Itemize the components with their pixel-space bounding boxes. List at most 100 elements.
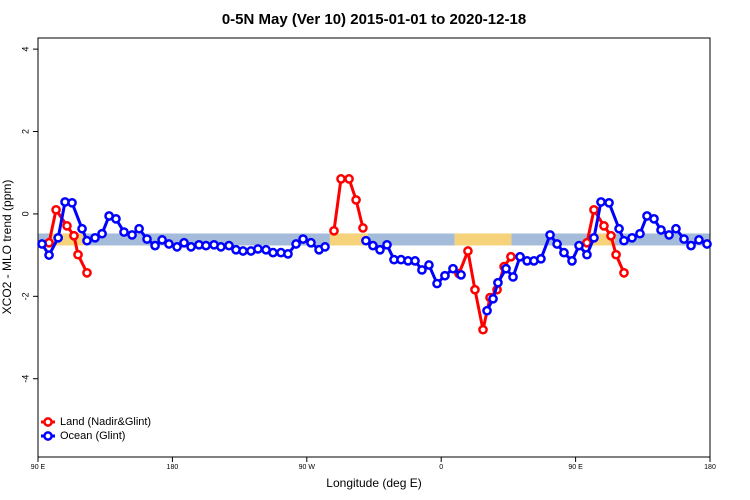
data-point: [589, 232, 599, 243]
data-point: [82, 235, 92, 246]
data-point: [611, 249, 621, 260]
data-point: [619, 235, 629, 246]
data-point: [69, 230, 79, 241]
chart-title: 0-5N May (Ver 10) 2015-01-01 to 2020-12-…: [222, 11, 526, 28]
legend-label: Ocean (Glint): [60, 430, 125, 442]
data-point: [694, 235, 704, 245]
y-tick-label: -2: [20, 292, 30, 300]
data-point: [417, 265, 427, 275]
x-tick-label: 180: [704, 464, 716, 471]
data-point: [329, 225, 339, 236]
series-line: [47, 177, 626, 331]
data-point: [686, 240, 696, 251]
data-point: [440, 270, 450, 281]
data-point: [559, 247, 569, 258]
data-point: [77, 223, 87, 234]
y-tick-label: 0: [20, 211, 30, 216]
data-point: [127, 230, 137, 240]
data-point: [320, 242, 330, 252]
data-point: [283, 249, 293, 259]
x-axis-label: Longitude (deg E): [326, 476, 421, 490]
legend-marker: [43, 417, 53, 427]
data-point: [536, 253, 546, 264]
data-point: [90, 232, 100, 243]
data-point: [424, 260, 434, 270]
data-point: [157, 235, 167, 245]
x-tick-label: 0: [439, 464, 443, 471]
y-axis-label: XCO2 - MLO trend (ppm): [0, 180, 14, 315]
data-point: [216, 242, 226, 252]
data-point: [488, 293, 498, 304]
x-tick-label: 90 E: [568, 464, 583, 471]
data-point: [37, 239, 47, 249]
data-point: [298, 234, 308, 244]
y-tick-label: 2: [20, 129, 30, 134]
data-point: [361, 235, 371, 246]
data-point: [635, 228, 645, 239]
data-point: [463, 246, 473, 256]
data-point: [142, 234, 152, 244]
data-point: [150, 240, 160, 251]
data-point: [344, 174, 354, 184]
data-point: [627, 232, 637, 243]
data-point: [614, 223, 624, 234]
band-segment: [329, 233, 369, 246]
data-point: [664, 230, 674, 240]
data-point: [410, 256, 420, 266]
data-point: [482, 305, 492, 316]
data-point: [382, 239, 392, 250]
data-point: [253, 244, 263, 254]
data-point: [702, 239, 712, 249]
x-tick-label: 180: [167, 464, 179, 471]
data-point: [582, 249, 592, 260]
y-tick-label: 4: [20, 47, 30, 52]
data-point: [599, 221, 609, 231]
data-point: [515, 251, 525, 262]
legend-marker: [43, 431, 53, 441]
legend-label: Land (Nadir&Glint): [60, 416, 151, 428]
series-line: [40, 200, 708, 312]
data-point: [656, 225, 666, 235]
data-point: [172, 242, 182, 252]
data-point: [62, 221, 72, 231]
data-point: [456, 270, 466, 280]
data-point: [552, 239, 562, 249]
data-point: [470, 284, 480, 295]
data-point: [73, 249, 83, 260]
data-point: [351, 195, 361, 205]
y-tick-label: -4: [20, 375, 30, 383]
data-point: [186, 242, 196, 252]
data-point: [368, 240, 378, 251]
data-point: [671, 223, 681, 234]
data-point: [679, 234, 689, 244]
data-point: [119, 227, 129, 237]
data-point: [493, 277, 503, 288]
data-point: [53, 232, 64, 243]
data-point: [306, 237, 316, 248]
data-point: [291, 239, 301, 249]
data-point: [649, 214, 659, 224]
data-point: [111, 214, 121, 224]
data-point: [596, 197, 606, 207]
data-point: [545, 230, 555, 240]
x-tick-label: 90 W: [299, 464, 316, 471]
data-point: [589, 204, 599, 215]
data-point: [506, 251, 516, 262]
data-point: [97, 228, 107, 239]
data-point: [432, 278, 442, 289]
data-point: [567, 256, 577, 266]
x-tick-label: 90 E: [31, 464, 46, 471]
band-segment: [368, 233, 455, 246]
data-point: [336, 174, 346, 184]
data-point: [358, 223, 368, 233]
data-point: [238, 246, 248, 256]
data-point: [164, 239, 174, 249]
data-point: [478, 324, 488, 335]
data-point: [501, 263, 511, 274]
data-point: [604, 197, 614, 208]
data-point: [201, 240, 211, 251]
data-point: [375, 244, 385, 255]
data-point: [508, 272, 518, 282]
data-point: [134, 223, 144, 234]
